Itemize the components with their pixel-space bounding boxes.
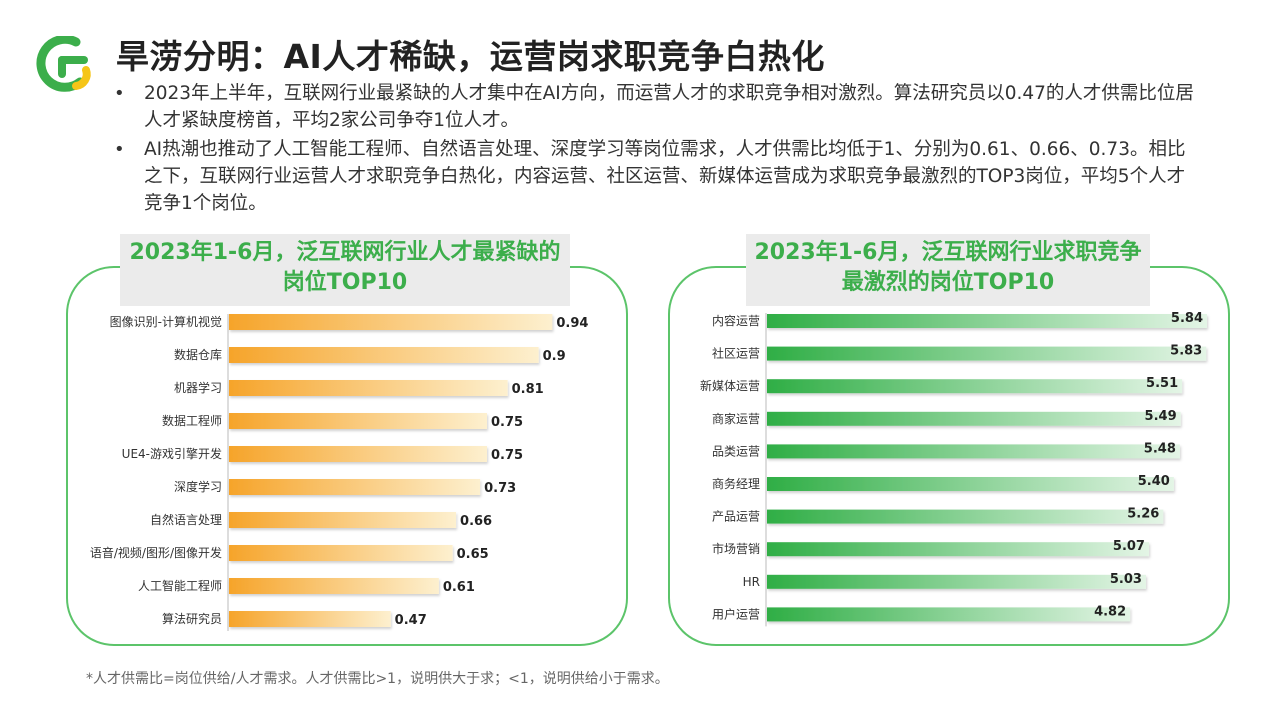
- category-label: 机器学习: [174, 380, 222, 395]
- category-label: 深度学习: [174, 479, 222, 494]
- category-label: 社区运营: [712, 346, 760, 361]
- chart-title-talent-shortage: 2023年1-6月，泛互联网行业人才最紧缺的岗位TOP10: [120, 234, 570, 306]
- value-label: 5.03: [1110, 572, 1142, 587]
- category-label: HR: [743, 575, 760, 589]
- category-label: 用户运营: [712, 606, 760, 621]
- chart-talent-shortage: 图像识别-计算机视觉 0.94 数据仓库 0.9 机器学习 0.81 数据工程师 0.75 UE…: [90, 314, 588, 631]
- bar: [767, 314, 1207, 328]
- bar: [229, 611, 391, 627]
- category-label: 新媒体运营: [700, 378, 760, 393]
- category-label: 产品运营: [712, 510, 760, 524]
- summary-bullets: 2023年上半年，互联网行业最紧缺的人才集中在AI方向，而运营人才的求职竞争相对…: [112, 80, 1202, 219]
- bullet-item: AI热潮也推动了人工智能工程师、自然语言处理、深度学习等岗位需求，人才供需比均低…: [112, 136, 1202, 217]
- category-label: 数据仓库: [174, 347, 222, 362]
- value-label: 5.26: [1127, 507, 1159, 522]
- bar: [229, 413, 487, 429]
- bar: [767, 444, 1180, 459]
- bar: [229, 380, 508, 396]
- category-label: 内容运营: [712, 313, 760, 328]
- value-label: 4.82: [1094, 604, 1126, 619]
- footnote: *人才供需比=岗位供给/人才需求。人才供需比>1，说明供大于求；<1，说明供给小…: [86, 671, 669, 687]
- bar: [767, 346, 1207, 361]
- category-label: 市场营销: [712, 541, 760, 556]
- category-label: 商家运营: [712, 411, 760, 426]
- bar: [767, 574, 1146, 589]
- bar: [767, 542, 1149, 557]
- value-label: 0.9: [543, 349, 566, 364]
- category-label: 图像识别-计算机视觉: [110, 314, 222, 329]
- bar: [229, 479, 481, 495]
- value-label: 5.40: [1138, 474, 1170, 489]
- category-label: 人工智能工程师: [138, 578, 222, 593]
- value-label: 0.75: [491, 415, 523, 430]
- value-label: 5.84: [1171, 311, 1203, 326]
- category-label: 品类运营: [712, 444, 760, 458]
- category-label: 算法研究员: [162, 611, 222, 626]
- bar: [767, 477, 1174, 491]
- bullet-item: 2023年上半年，互联网行业最紧缺的人才集中在AI方向，而运营人才的求职竞争相对…: [112, 80, 1202, 134]
- bar: [767, 379, 1183, 394]
- value-label: 0.75: [491, 448, 523, 463]
- bar: [767, 509, 1164, 524]
- page-title: 旱涝分明：AI人才稀缺，运营岗求职竞争白热化: [116, 37, 825, 76]
- bar: [767, 607, 1131, 622]
- brand-logo-icon: [36, 36, 91, 92]
- value-label: 5.48: [1144, 441, 1176, 456]
- category-label: 语音/视频/图形/图像开发: [90, 545, 222, 560]
- category-label: UE4-游戏引擎开发: [122, 446, 222, 461]
- value-label: 0.66: [460, 514, 492, 529]
- value-label: 0.65: [457, 547, 489, 562]
- bar: [229, 545, 453, 561]
- chart-title-job-competition: 2023年1-6月，泛互联网行业求职竞争最激烈的岗位TOP10: [746, 234, 1150, 306]
- bar: [767, 411, 1181, 426]
- category-label: 商务经理: [712, 476, 760, 491]
- category-label: 数据工程师: [162, 413, 222, 428]
- value-label: 0.47: [395, 613, 427, 628]
- chart-job-competition: 内容运营 5.84 社区运营 5.83 新媒体运营 5.51 商家运营 5.49 品类运营 5.4…: [700, 311, 1207, 627]
- value-label: 5.83: [1170, 344, 1202, 359]
- bar: [229, 578, 439, 594]
- value-label: 0.94: [556, 316, 588, 331]
- value-label: 0.61: [443, 580, 475, 595]
- value-label: 0.81: [512, 382, 544, 397]
- bar: [229, 314, 553, 330]
- value-label: 5.51: [1146, 376, 1178, 391]
- value-label: 5.07: [1113, 539, 1145, 554]
- value-label: 0.73: [484, 481, 516, 496]
- category-label: 自然语言处理: [150, 512, 222, 527]
- bar: [229, 347, 539, 363]
- bar: [229, 446, 487, 462]
- value-label: 5.49: [1145, 409, 1177, 424]
- bar: [229, 512, 457, 528]
